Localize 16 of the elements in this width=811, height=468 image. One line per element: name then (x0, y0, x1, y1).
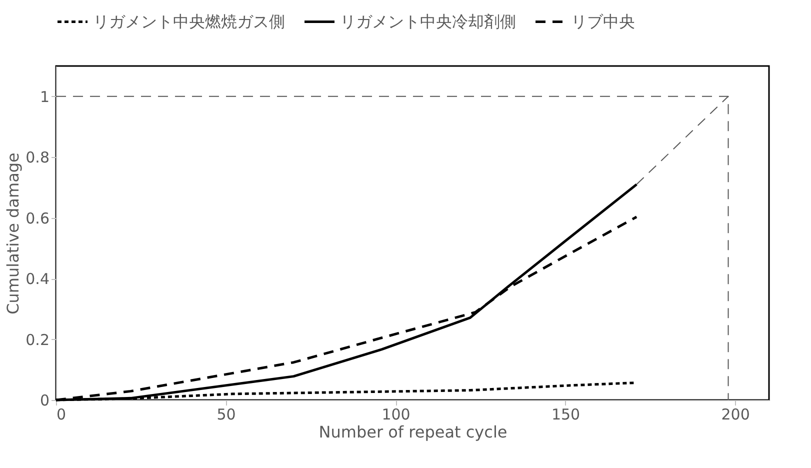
legend-label: リガメント中央燃焼ガス側 (93, 12, 285, 31)
x-tick-label: 50 (216, 406, 236, 424)
x-tick-label: 0 (56, 406, 66, 424)
y-tick-label: 0.6 (26, 209, 50, 228)
legend-label: リガメント中央冷却剤側 (340, 12, 516, 31)
y-tick-label: 0.8 (26, 148, 50, 167)
x-axis-title: Number of repeat cycle (318, 422, 508, 442)
x-tick-label: 150 (551, 406, 580, 424)
y-tick-label: 0 (40, 392, 50, 410)
legend-label: リブ中央 (571, 12, 635, 31)
y-tick-label: 1 (40, 88, 50, 106)
y-axis-title: Cumulative damage (4, 152, 23, 314)
x-tick-label: 100 (382, 406, 410, 424)
x-tick-label: 200 (721, 406, 750, 424)
y-tick-label: 0.4 (26, 270, 50, 288)
y-tick-label: 0.2 (26, 330, 50, 349)
